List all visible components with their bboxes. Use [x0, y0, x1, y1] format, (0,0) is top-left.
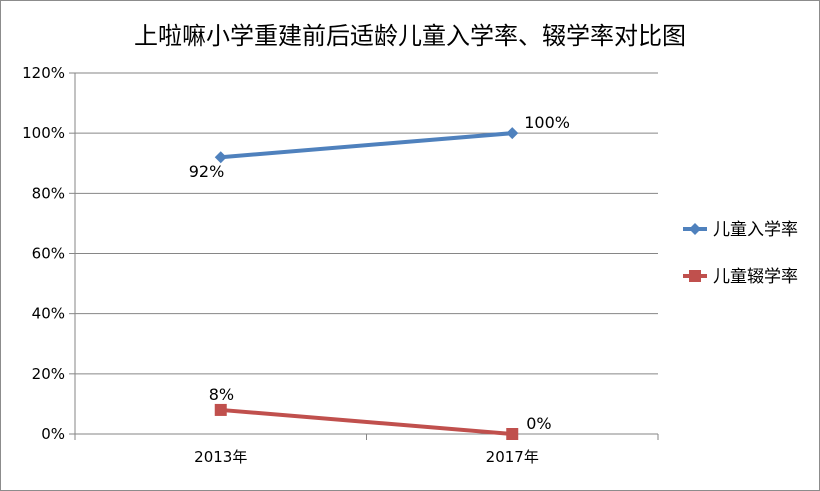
- data-label: 0%: [526, 414, 551, 433]
- data-point-marker: [214, 151, 227, 164]
- y-tick-labels: 0% 20% 40% 60% 80% 100% 120%: [22, 64, 65, 443]
- legend-label: 儿童入学率: [713, 220, 798, 240]
- data-label: 8%: [209, 385, 234, 404]
- series-line-2: [220, 407, 513, 436]
- y-tick-label: 100%: [22, 124, 65, 142]
- axes: [69, 72, 659, 440]
- y-tick-label: 40%: [32, 305, 65, 323]
- gridlines: [75, 72, 658, 375]
- data-point-marker: [214, 403, 227, 416]
- x-tick-label: 2013年: [194, 448, 247, 466]
- y-tick-label: 80%: [32, 184, 65, 202]
- y-tick-label: 0%: [41, 425, 65, 443]
- data-label: 92%: [189, 162, 225, 181]
- y-tick-label: 60%: [32, 245, 65, 263]
- data-point-marker: [689, 223, 701, 235]
- series-group: 92% 100% 8% 0%: [189, 113, 570, 440]
- series-line-1: [220, 131, 513, 160]
- data-point-marker: [689, 270, 701, 282]
- data-label: 100%: [524, 113, 570, 132]
- x-tick-labels: 2013年 2017年: [194, 448, 539, 466]
- y-tick-label: 120%: [22, 64, 65, 82]
- data-point-marker: [506, 428, 519, 440]
- data-point-marker: [506, 127, 519, 140]
- legend-label: 儿童辍学率: [713, 267, 798, 287]
- y-tick-label: 20%: [32, 365, 65, 383]
- chart-title: 上啦嘛小学重建前后适龄儿童入学率、辍学率对比图: [134, 22, 686, 50]
- x-tick-label: 2017年: [486, 448, 539, 466]
